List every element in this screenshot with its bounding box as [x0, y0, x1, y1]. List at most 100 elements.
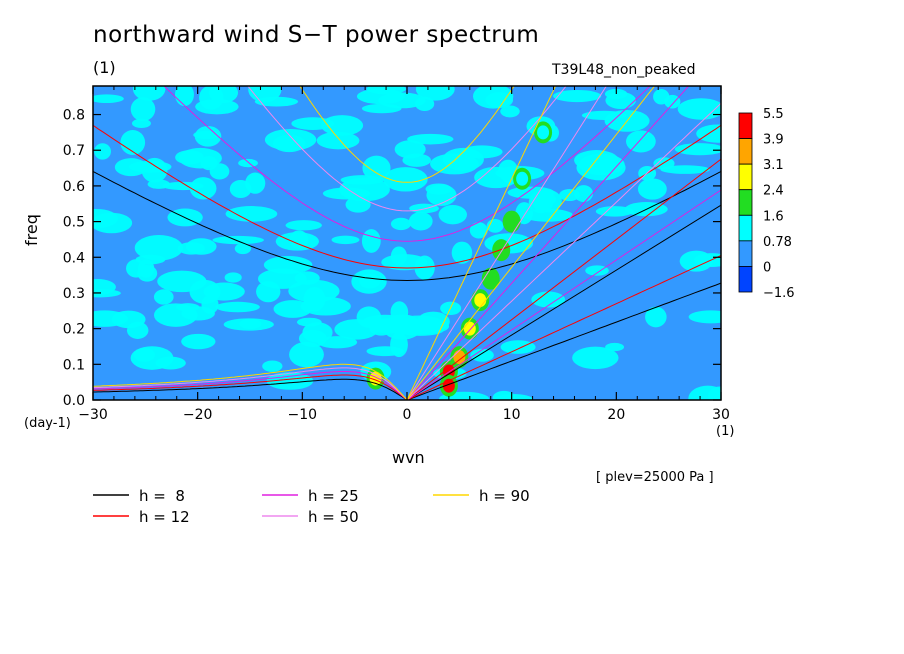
kelvin-line-8: [406, 204, 721, 400]
field-patch: [248, 86, 282, 103]
field-patch: [291, 117, 335, 130]
spectral-peak: [505, 214, 518, 229]
legend-label-12: h = 12: [139, 508, 190, 526]
colorbar-swatch: [738, 240, 753, 267]
field-patch: [626, 130, 656, 153]
colorbar: 5.5 3.9 3.1 2.4 1.6 0.78 0 −1.6: [738, 107, 795, 301]
kelvin-line-25: [406, 86, 690, 400]
field-patch: [131, 118, 151, 128]
field-patch: [500, 105, 520, 118]
field-patch: [94, 143, 112, 160]
colorbar-swatch: [738, 189, 753, 216]
field-patch: [316, 131, 360, 150]
field-patch: [130, 97, 156, 122]
field-patch: [359, 273, 381, 289]
field-patch: [394, 140, 426, 159]
field-patch: [559, 188, 581, 202]
field-patch: [340, 175, 385, 185]
field-patch: [93, 288, 121, 298]
field-patch: [409, 203, 439, 214]
field-patch: [469, 222, 488, 239]
field-patch: [317, 336, 358, 349]
field-patch: [126, 321, 149, 339]
field-patch: [239, 318, 262, 330]
field-patch: [451, 241, 473, 264]
x-tick-label: −10: [288, 407, 318, 423]
spectral-field: [93, 86, 721, 400]
ig-curve-90: [299, 86, 515, 183]
run-label: T39L48_non_peaked: [552, 62, 696, 78]
field-patch: [637, 178, 667, 200]
rossby-curve-50: [93, 367, 408, 400]
field-patch: [132, 86, 166, 101]
spectral-peak: [474, 293, 487, 308]
colorbar-label: 2.4: [763, 184, 784, 199]
rossby-curve-8: [93, 378, 408, 400]
field-patch: [645, 306, 667, 328]
field-patch: [366, 346, 405, 357]
y-unit-label: (day-1): [24, 416, 71, 431]
field-patch: [553, 89, 602, 103]
mrg-curve-25: [406, 189, 721, 400]
kelvin-line-90: [406, 86, 557, 400]
field-patch: [93, 310, 129, 327]
spectral-peak: [537, 125, 550, 140]
field-patch: [383, 167, 428, 192]
y-tick-label: 0.5: [63, 215, 85, 231]
ig-curve-50: [247, 86, 567, 212]
ig-curve-25: [163, 86, 651, 242]
field-patch: [679, 250, 713, 272]
colorbar-label: 0.78: [763, 235, 792, 250]
field-patch: [234, 243, 252, 255]
legend-label-8: h = 8: [139, 487, 185, 505]
field-patch: [264, 128, 317, 151]
field-patch: [369, 319, 394, 336]
field-patch: [266, 372, 314, 390]
ig-curve-12: [93, 124, 721, 269]
colorbar-label: 5.5: [763, 107, 784, 122]
field-patch: [203, 282, 245, 301]
y-tick-label: 0.0: [63, 393, 85, 409]
spectral-peak: [463, 321, 476, 336]
colorbar-swatch: [738, 214, 753, 242]
field-patch: [408, 211, 433, 231]
field-patch: [442, 147, 484, 171]
field-patch: [153, 289, 174, 305]
field-patch: [93, 94, 124, 104]
rossby-curve-25: [93, 371, 408, 400]
legend: h = 8 h = 12 h = 25 h = 50 h = 90: [93, 487, 530, 526]
field-patch: [581, 110, 627, 121]
field-patch: [120, 130, 146, 155]
field-patch: [262, 360, 283, 372]
colorbar-label: 1.6: [763, 209, 784, 224]
field-patch: [189, 177, 217, 200]
legend-label-50: h = 50: [308, 508, 359, 526]
field-patch: [677, 98, 721, 120]
field-patch: [426, 184, 457, 206]
x-tick-label: 30: [712, 407, 730, 423]
field-patch: [285, 220, 322, 231]
field-patch: [273, 300, 312, 318]
field-patch: [585, 265, 609, 276]
x-tick-label: 10: [503, 407, 521, 423]
colorbar-label: −1.6: [763, 286, 795, 301]
field-patch: [212, 235, 264, 245]
field-patch: [472, 86, 514, 109]
field-patch: [300, 296, 351, 316]
y-tick-label: 0.1: [63, 357, 85, 373]
rossby-curve-90: [93, 363, 408, 400]
field-patch: [572, 346, 619, 370]
field-patch: [224, 272, 242, 283]
field-patch: [263, 255, 313, 274]
field-patch: [225, 206, 278, 222]
pressure-level-label: [ plev=25000 Pa ]: [596, 470, 714, 485]
top-unit-label: (1): [93, 58, 116, 77]
field-patch: [195, 99, 239, 115]
y-tick-label: 0.8: [63, 108, 85, 124]
x-tick-label: 20: [607, 407, 625, 423]
field-patch: [238, 158, 258, 168]
kelvin-line-12: [406, 158, 721, 400]
colorbar-swatch: [738, 266, 753, 293]
mrg-curve-12: [406, 255, 721, 400]
